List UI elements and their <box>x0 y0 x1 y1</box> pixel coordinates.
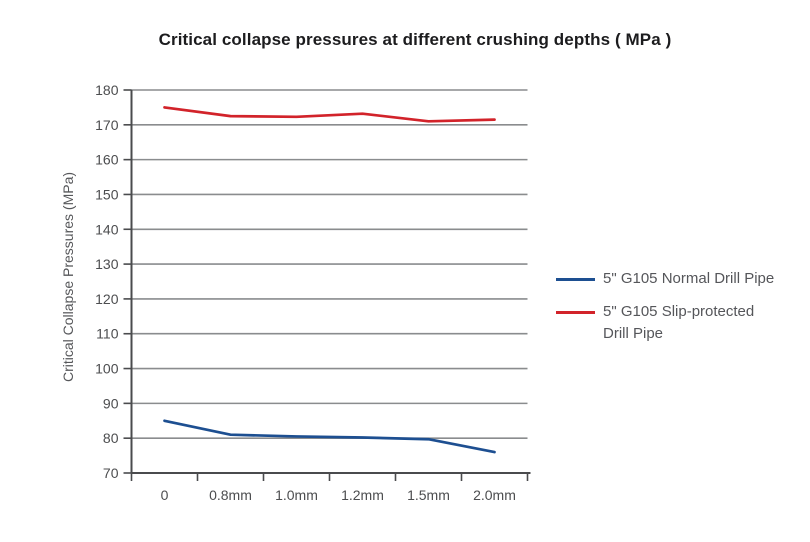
y-tick-label: 90 <box>103 395 119 411</box>
legend: 5" G105 Normal Drill Pipe 5" G105 Slip-p… <box>556 268 778 356</box>
x-tick-label: 2.0mm <box>473 487 516 503</box>
y-tick-label: 160 <box>95 152 119 168</box>
legend-label-slip-protected-drill-pipe: 5" G105 Slip-protected Drill Pipe <box>603 303 755 342</box>
y-tick-label: 120 <box>95 291 119 307</box>
legend-label-normal-drill-pipe: 5" G105 Normal Drill Pipe <box>603 270 775 287</box>
y-tick-label: 140 <box>95 221 119 237</box>
y-tick-label: 150 <box>95 186 119 202</box>
chart-title: Critical collapse pressures at different… <box>158 30 672 49</box>
series-line-5-g105-normal-drill-pipe <box>163 419 496 454</box>
x-tick-label: 1.2mm <box>341 487 384 503</box>
y-tick-label: 170 <box>95 117 119 133</box>
x-tick-label: 0 <box>161 487 169 503</box>
y-tick-label: 70 <box>103 465 119 481</box>
y-tick-label: 80 <box>103 430 119 446</box>
legend-item-slip-protected-drill-pipe: 5" G105 Slip-protected Drill Pipe <box>556 301 778 345</box>
red-line-swatch-icon <box>556 311 595 314</box>
x-tick-label: 1.5mm <box>407 487 450 503</box>
blue-line-swatch-icon <box>556 278 595 281</box>
x-tick-label: 1.0mm <box>275 487 318 503</box>
legend-item-normal-drill-pipe: 5" G105 Normal Drill Pipe <box>556 268 778 290</box>
y-tick-label: 110 <box>96 326 119 342</box>
y-tick-label: 100 <box>95 361 119 377</box>
y-tick-label: 130 <box>95 256 119 272</box>
y-tick-label: 180 <box>95 82 119 98</box>
x-tick-label: 0.8mm <box>209 487 252 503</box>
series-line-5-g105-slip-protected-drill-pipe <box>163 106 496 123</box>
